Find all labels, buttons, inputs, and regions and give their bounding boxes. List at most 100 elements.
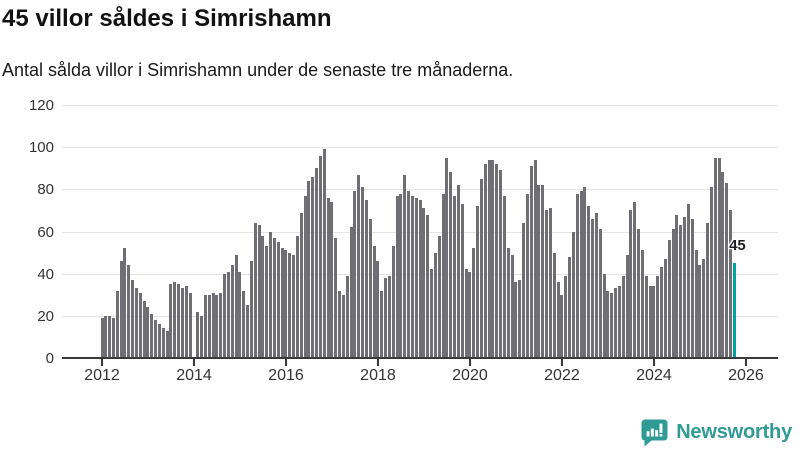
bar <box>234 254 238 358</box>
bar <box>625 254 629 358</box>
bar <box>315 168 319 358</box>
bar <box>453 195 457 358</box>
x-axis-label: 2014 <box>176 367 212 384</box>
bar <box>713 157 717 358</box>
bar <box>292 254 296 358</box>
bar <box>238 271 242 358</box>
y-axis-label: 120 <box>28 97 54 115</box>
bar <box>709 187 713 358</box>
bar <box>330 202 334 358</box>
x-axis-label: 2024 <box>636 367 672 384</box>
bar <box>675 214 679 358</box>
x-axis-label: 2026 <box>728 367 764 384</box>
x-axis-tick <box>468 359 471 366</box>
bar <box>487 159 491 358</box>
bar <box>537 185 541 358</box>
bar <box>606 290 610 358</box>
bar <box>729 210 733 358</box>
bar <box>721 172 725 358</box>
bar <box>364 199 368 358</box>
bar <box>587 206 591 358</box>
bar <box>433 252 437 358</box>
bar <box>717 157 721 358</box>
bar <box>633 202 637 358</box>
bar <box>575 193 579 358</box>
bar <box>637 229 641 358</box>
bar <box>506 248 510 358</box>
x-axis-label: 2016 <box>268 367 304 384</box>
bar <box>660 267 664 358</box>
bar <box>690 218 694 358</box>
bar <box>288 252 292 358</box>
bar <box>242 290 246 358</box>
bar <box>384 277 388 358</box>
bar <box>610 292 614 358</box>
y-axis-label: 80 <box>37 181 54 199</box>
bar <box>119 261 123 358</box>
bar <box>338 290 342 358</box>
bar <box>357 174 361 358</box>
bar <box>345 275 349 358</box>
bar <box>272 237 276 358</box>
bar <box>410 195 414 358</box>
bar <box>522 223 526 358</box>
bar <box>131 280 135 358</box>
bar <box>525 193 529 358</box>
bar <box>138 292 142 358</box>
bar <box>334 237 338 358</box>
bar <box>349 227 353 358</box>
bar <box>617 286 621 358</box>
bar <box>483 164 487 358</box>
bar <box>648 286 652 358</box>
gridline <box>62 189 778 191</box>
bar <box>583 187 587 358</box>
bar <box>104 315 108 358</box>
x-axis-label: 2022 <box>544 367 580 384</box>
bar <box>215 294 219 358</box>
bar <box>223 273 227 358</box>
bar <box>564 275 568 358</box>
bar <box>644 275 648 358</box>
bar <box>456 185 460 358</box>
x-axis-tick <box>376 359 379 366</box>
bar <box>276 242 280 358</box>
bar <box>414 197 418 358</box>
bar <box>207 294 211 358</box>
x-axis-tick <box>560 359 563 366</box>
bar <box>161 328 165 358</box>
bar <box>253 223 257 358</box>
bar <box>368 218 372 358</box>
bar <box>372 246 376 358</box>
bar <box>533 159 537 358</box>
bar <box>548 208 552 358</box>
bar <box>123 248 127 358</box>
bar <box>430 269 434 358</box>
bar <box>177 284 181 358</box>
bar <box>518 280 522 358</box>
bar <box>280 248 284 358</box>
bar <box>196 311 200 358</box>
brand-logo[interactable]: Newsworthy <box>640 418 792 447</box>
bar <box>621 275 625 358</box>
bar <box>460 204 464 358</box>
bar <box>299 212 303 358</box>
bar <box>295 235 299 358</box>
bar <box>303 195 307 358</box>
bar <box>165 330 169 358</box>
bar <box>376 261 380 358</box>
bar <box>391 246 395 358</box>
bar <box>698 265 702 358</box>
bar <box>265 246 269 358</box>
bar <box>200 315 204 358</box>
bar <box>468 271 472 358</box>
bar <box>491 159 495 358</box>
bar <box>552 252 556 358</box>
bar <box>502 195 506 358</box>
bar <box>725 183 729 358</box>
brand-name: Newsworthy <box>676 421 792 443</box>
x-axis-tick <box>192 359 195 366</box>
bar <box>541 185 545 358</box>
y-axis-label: 60 <box>37 223 54 241</box>
bar <box>594 212 598 358</box>
